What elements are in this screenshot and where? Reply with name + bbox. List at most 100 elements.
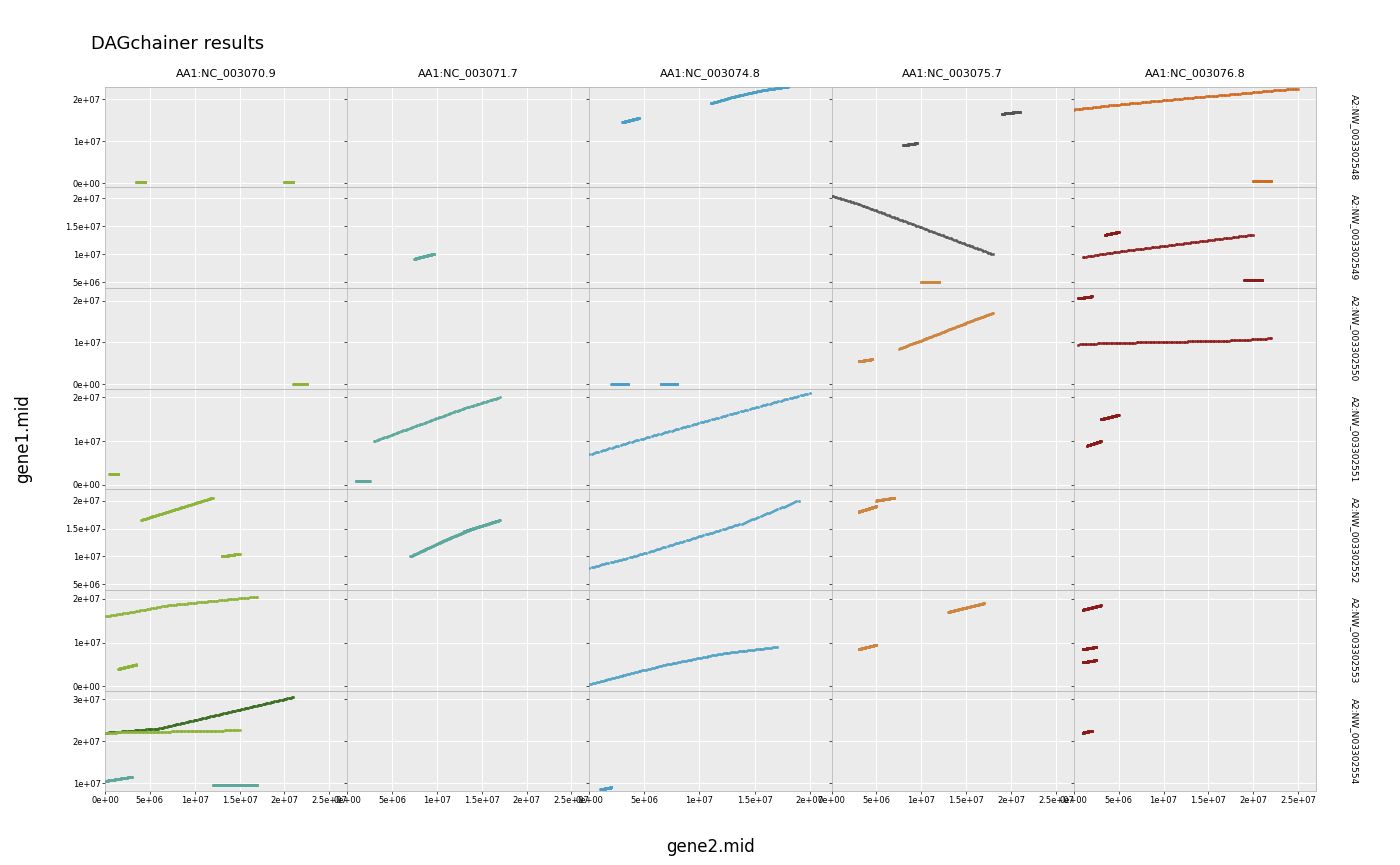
Point <box>1231 229 1253 243</box>
Point <box>928 275 951 289</box>
Point <box>946 603 969 617</box>
Point <box>970 243 993 257</box>
Point <box>1082 654 1105 668</box>
Point <box>98 773 120 787</box>
Point <box>944 604 966 618</box>
Point <box>106 467 129 481</box>
Point <box>463 521 486 535</box>
Point <box>589 783 612 797</box>
Point <box>202 594 224 608</box>
Point <box>1077 101 1099 115</box>
Point <box>1105 226 1127 240</box>
Point <box>1075 290 1098 304</box>
Point <box>904 137 927 151</box>
Point <box>650 659 672 673</box>
Point <box>284 376 307 390</box>
Point <box>1091 412 1113 426</box>
Point <box>1096 227 1119 241</box>
Point <box>1123 243 1145 257</box>
Point <box>1253 85 1275 99</box>
Point <box>407 251 430 265</box>
Point <box>150 599 172 613</box>
Point <box>1098 227 1120 240</box>
Point <box>848 355 871 368</box>
Point <box>1077 439 1099 452</box>
Point <box>281 176 304 189</box>
Point <box>668 422 690 436</box>
Point <box>203 778 225 792</box>
Point <box>164 598 186 612</box>
Point <box>237 701 259 714</box>
Point <box>1082 640 1105 654</box>
Point <box>665 377 687 391</box>
Point <box>659 377 682 391</box>
Point <box>960 314 983 328</box>
Point <box>1201 334 1224 348</box>
Point <box>405 252 427 266</box>
Point <box>101 467 123 481</box>
Point <box>1079 601 1102 615</box>
Point <box>413 543 435 557</box>
Text: A2:NW_003302550: A2:NW_003302550 <box>1350 295 1359 381</box>
Point <box>1074 726 1096 740</box>
Point <box>1075 725 1098 739</box>
Point <box>878 491 900 505</box>
Point <box>847 642 869 656</box>
Point <box>288 376 311 390</box>
Point <box>911 333 934 347</box>
Point <box>123 725 146 739</box>
Text: A2:NW_003302549: A2:NW_003302549 <box>1350 195 1359 280</box>
Point <box>1232 333 1254 347</box>
Point <box>108 726 130 740</box>
Point <box>917 275 939 289</box>
Point <box>655 377 678 391</box>
Point <box>946 603 969 617</box>
Point <box>647 427 669 441</box>
Point <box>1081 724 1103 738</box>
Point <box>406 251 428 265</box>
Point <box>616 114 638 128</box>
Point <box>403 252 426 266</box>
Point <box>1198 89 1221 103</box>
Point <box>994 106 1016 120</box>
Point <box>1072 291 1095 304</box>
Point <box>1077 641 1099 655</box>
Point <box>412 250 434 264</box>
Point <box>1176 236 1198 250</box>
Point <box>1078 655 1100 669</box>
Point <box>854 641 876 655</box>
Point <box>605 377 627 391</box>
Point <box>1103 226 1126 240</box>
Point <box>1007 105 1029 119</box>
Point <box>1243 174 1266 188</box>
Point <box>763 81 785 95</box>
Point <box>827 190 850 204</box>
Point <box>878 208 900 222</box>
Point <box>105 467 127 481</box>
Point <box>1077 725 1099 739</box>
Point <box>102 467 125 481</box>
Point <box>850 354 872 368</box>
Point <box>620 113 643 127</box>
Point <box>1233 272 1256 286</box>
Point <box>1072 291 1095 304</box>
Point <box>204 778 227 792</box>
Point <box>1086 599 1109 613</box>
Point <box>280 176 302 189</box>
Point <box>864 500 886 514</box>
Point <box>862 638 885 652</box>
Point <box>864 638 886 652</box>
Point <box>605 377 627 391</box>
Point <box>637 545 659 559</box>
Point <box>623 112 645 126</box>
Point <box>848 642 871 656</box>
Point <box>1081 438 1103 452</box>
Point <box>717 92 739 106</box>
Point <box>1226 333 1249 347</box>
Point <box>1106 225 1128 239</box>
Point <box>1247 272 1270 286</box>
Point <box>291 376 314 390</box>
Point <box>868 493 890 507</box>
Point <box>1077 439 1099 452</box>
Point <box>771 80 794 94</box>
